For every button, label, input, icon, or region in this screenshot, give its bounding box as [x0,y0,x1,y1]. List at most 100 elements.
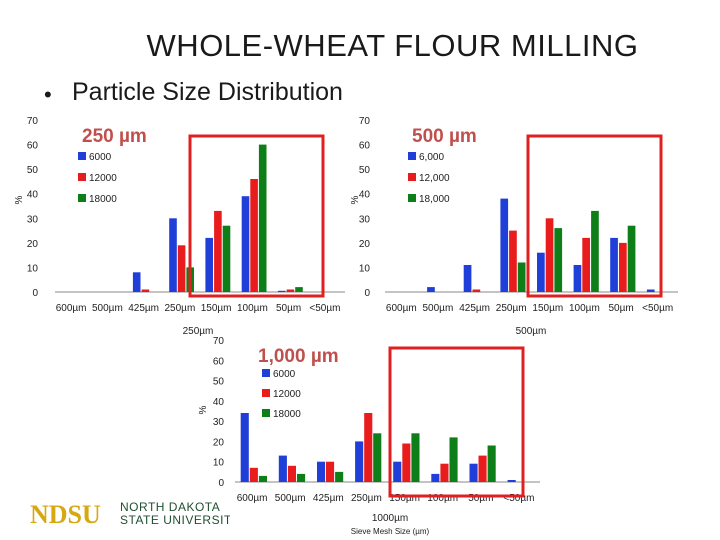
chart3-bar-s3-c1 [258,475,267,482]
chart3-xtick-5: 150µm [389,493,420,504]
logo-line1: NORTH DAKOTA [120,500,220,514]
chart3-heading: 1,000 µm [258,346,339,367]
chart2-bar-s3-c6 [591,210,599,292]
chart3-ytick-30: 30 [213,417,225,428]
chart1-bar-s2-c4 [177,245,186,292]
chart3-bar-s2-c1 [249,467,258,482]
chart3-legend-swatch-3 [262,409,270,417]
chart3-ytick-60: 60 [213,356,225,367]
chart2-legend-label-1: 6,000 [419,152,444,163]
chart1-ytick-40: 40 [27,190,39,201]
chart3-legend-swatch-1 [262,369,270,377]
chart2-bar-s2-c7 [619,242,627,292]
chart2-xtick-2: 500µm [423,303,454,314]
chart2-legend-swatch-3 [408,194,416,202]
chart3-xtick-4: 250µm [351,493,382,504]
chart2-legend-swatch-2 [408,173,416,181]
chart1-bar-s1-c3 [132,272,141,292]
logo-mark: NDSU [30,500,101,528]
chart2-bar-s3-c4 [517,262,526,292]
chart1-ytick-50: 50 [27,165,39,176]
chart3-bar-s3-c3 [335,471,344,482]
chart3-bar-s1-c2 [278,455,287,482]
chart2-bar-s1-c2 [427,287,435,292]
chart1-legend-swatch-3 [78,194,86,202]
chart2-legend-swatch-1 [408,152,416,160]
chart2-bar-s1-c5 [537,252,545,292]
logo-line2: STATE UNIVERSITY [120,513,230,527]
chart3-bar-s3-c5 [411,433,420,482]
chart2-ytick-40: 40 [359,190,371,201]
chart1-ytick-30: 30 [27,214,39,225]
chart3-bar-s2-c7 [478,455,487,482]
chart3-xtick-2: 500µm [275,493,306,504]
chart1-bar-s1-c7 [277,290,286,292]
chart3-legend-swatch-2 [262,389,270,397]
chart2-legend-label-2: 12,000 [419,173,450,184]
chart2-bar-s1-c4 [500,198,509,292]
chart1-ytick-70: 70 [27,116,39,127]
chart1-xtick-7: 50µm [276,303,301,314]
chart1-legend-swatch-1 [78,152,86,160]
chart1-bar-s3-c7 [295,287,303,292]
chart3-xtick-3: 425µm [313,493,344,504]
chart2-bar-s2-c6 [582,237,590,292]
chart1-legend-label-2: 12000 [89,173,117,184]
chart2-bar-s1-c6 [573,265,582,292]
chart3-bar-s1-c3 [317,461,326,482]
chart3-ytick-10: 10 [213,458,225,469]
chart3-xlabel: 1000µm [372,513,408,524]
chart3-bar-s1-c6 [431,473,440,482]
chart1-ytick-10: 10 [27,263,39,274]
chart1-xtick-2: 500µm [92,303,123,314]
chart2-xtick-7: 50µm [608,303,633,314]
chart1-xtick-3: 425µm [128,303,159,314]
chart3-bar-s1-c4 [355,441,364,482]
chart2-ytick-70: 70 [359,116,371,127]
chart1-bar-s2-c5 [214,210,222,292]
chart1-heading: 250 µm [82,126,147,147]
chart2-bar-s2-c4 [509,230,517,292]
chart3-ytick-70: 70 [213,336,225,347]
chart3-bar-s2-c4 [364,413,373,482]
chart1-legend-label-3: 18000 [89,194,117,205]
chart1-bar-s3-c6 [258,144,267,292]
slide-title: WHOLE-WHEAT FLOUR MILLING [146,28,639,63]
chart3-bar-s2-c3 [326,461,335,482]
chart2-bar-s3-c5 [554,228,563,292]
chart2-bar-s1-c8 [646,289,655,292]
chart3-highlight-box [388,346,525,498]
chart3-ylabel: % [198,405,209,414]
chart2-ytick-60: 60 [359,141,371,152]
chart1-xlabel: 250µm [183,326,214,337]
chart1-highlight-box [188,134,325,298]
chart2-xlabel: 500µm [516,326,547,337]
chart2-bar-s1-c3 [463,265,472,292]
chart2-xtick-6: 100µm [569,303,600,314]
chart3-bar-s3-c6 [449,437,458,482]
chart2-ytick-20: 20 [359,239,371,250]
chart3-ytick-20: 20 [213,437,225,448]
chart2-ylabel: % [350,195,361,204]
chart2-ytick-10: 10 [359,263,371,274]
chart1-ytick-0: 0 [32,288,38,299]
bullet-marker: • [44,82,52,107]
chart1-bar-s2-c6 [250,179,258,292]
chart3-bar-s1-c8 [507,480,516,482]
chart1-xtick-8: <50µm [309,303,340,314]
chart2-ytick-30: 30 [359,214,371,225]
chart3-xtick-6: 100µm [427,493,458,504]
chart1-ylabel: % [14,195,25,204]
chart3-bar-s2-c6 [440,463,449,482]
chart1-xtick-5: 150µm [201,303,232,314]
chart3-xtick-1: 600µm [237,493,268,504]
chart2-xtick-1: 600µm [386,303,417,314]
chart2-xtick-3: 425µm [459,303,490,314]
chart3-ytick-50: 50 [213,377,225,388]
chart2-highlight-box [526,134,663,298]
chart3-bar-s3-c2 [297,473,306,482]
chart3-bar-s3-c7 [487,445,496,482]
chart3-xtick-7: 50µm [468,493,493,504]
chart1-legend-swatch-2 [78,173,86,181]
